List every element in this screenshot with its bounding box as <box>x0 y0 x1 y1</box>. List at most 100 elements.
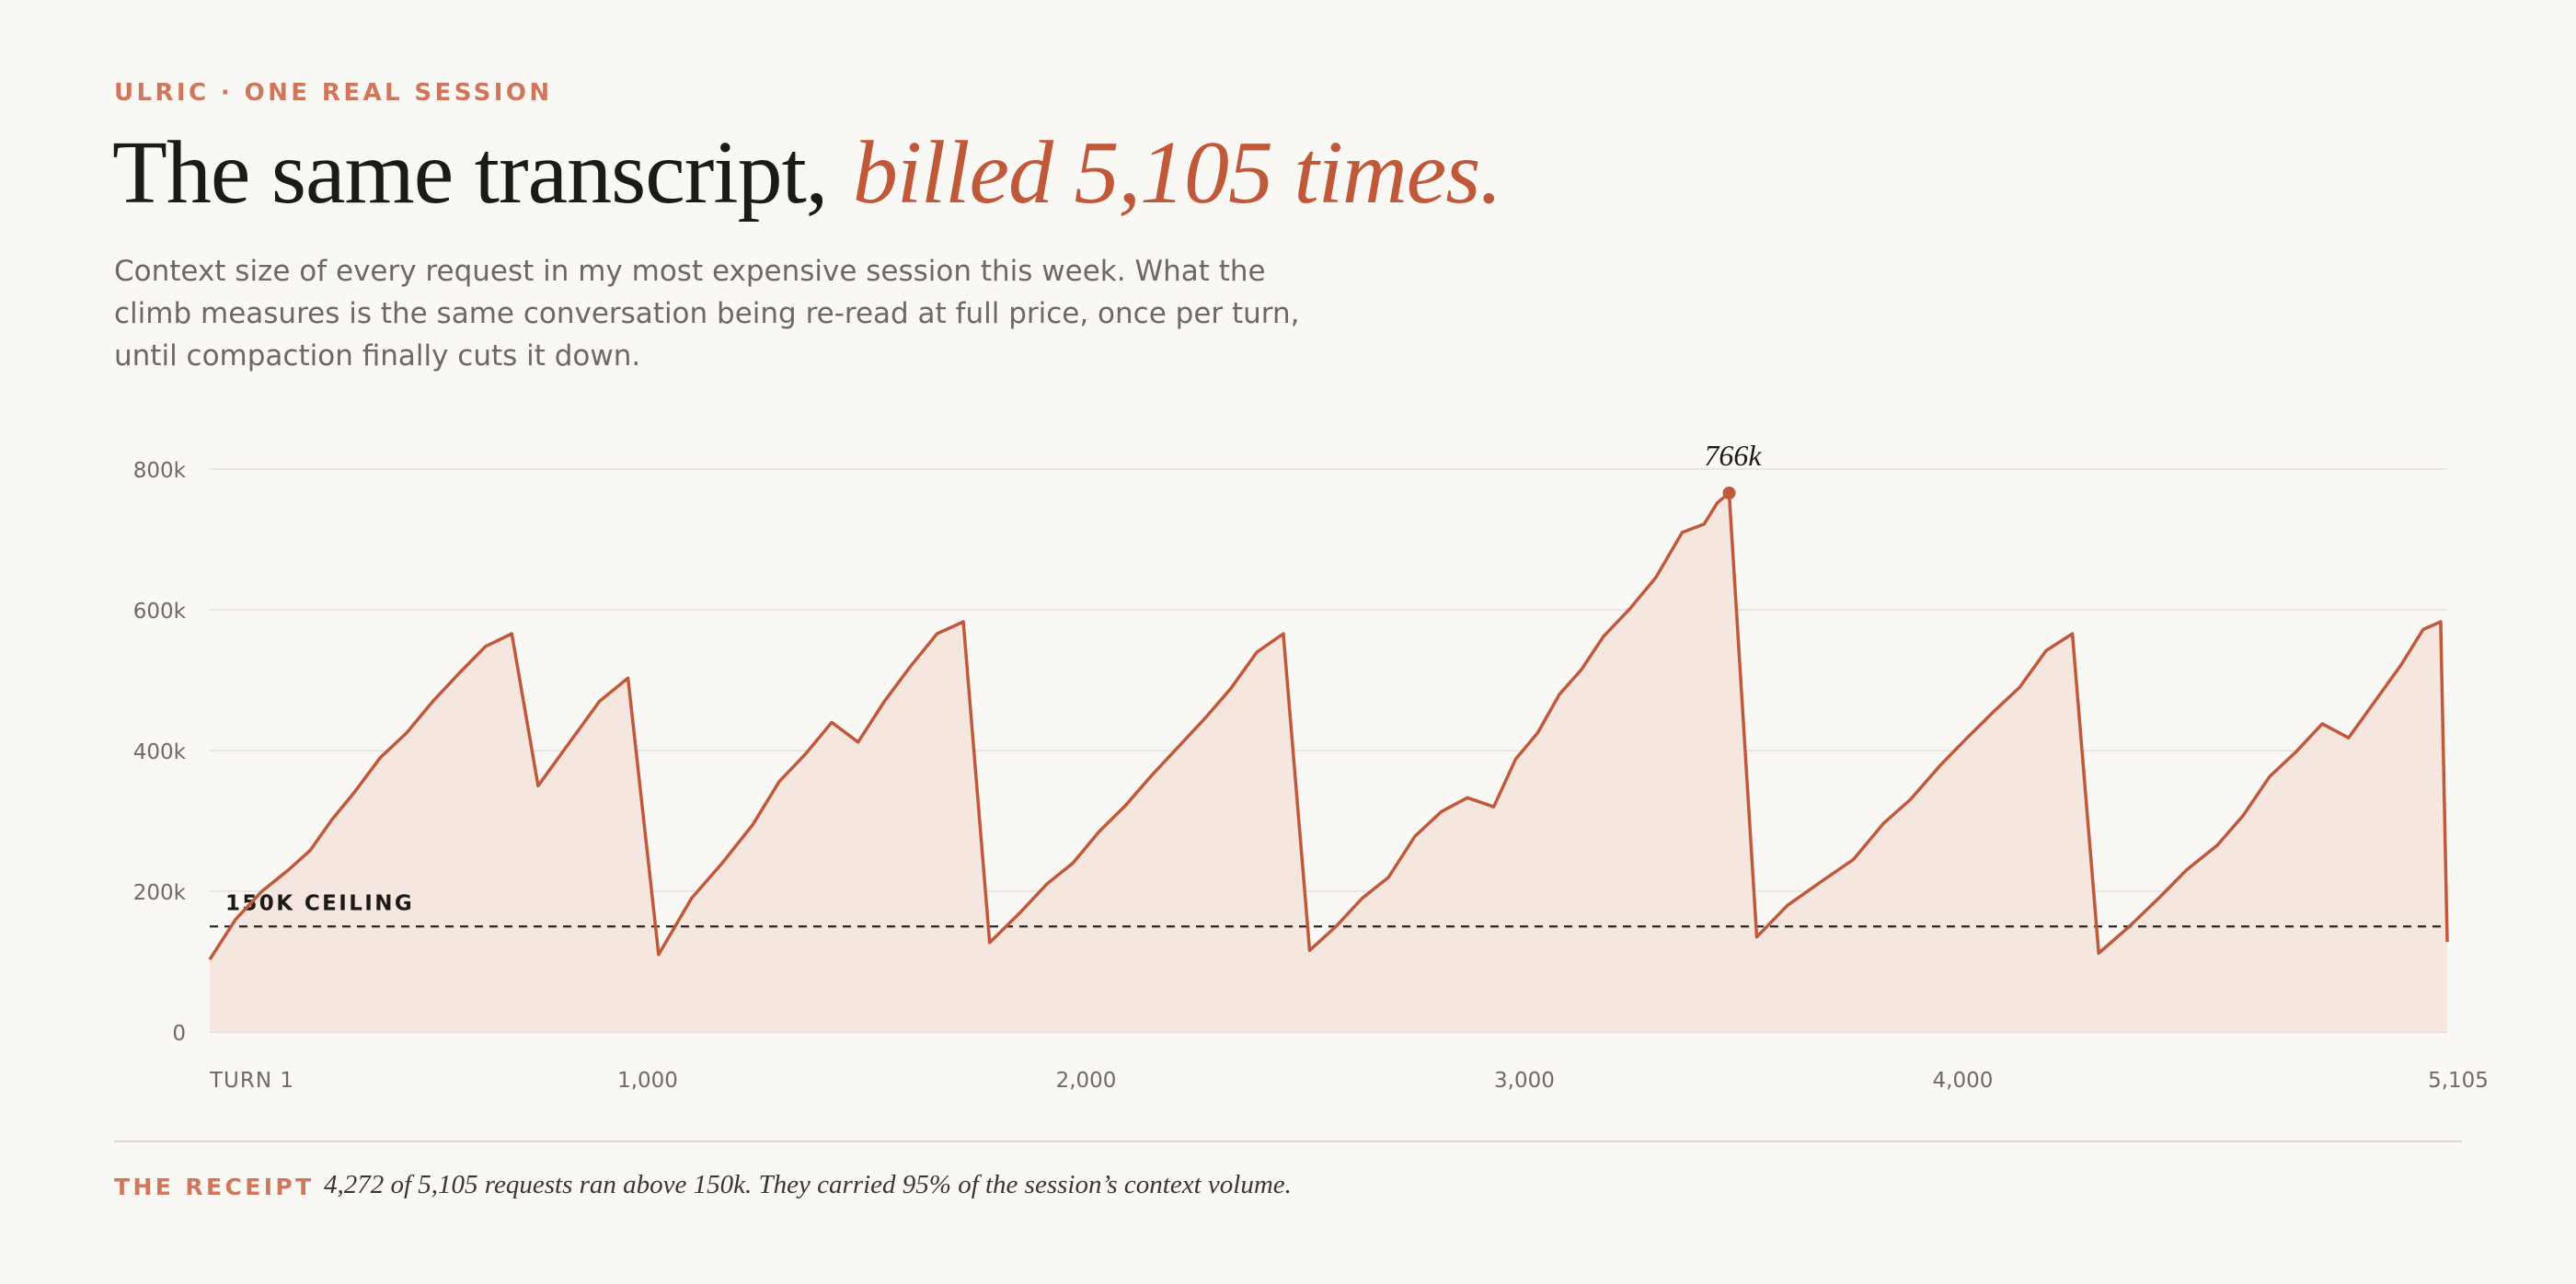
data-point <box>484 645 488 648</box>
data-point <box>751 822 754 826</box>
threshold-label: 150K CEILING <box>225 891 414 915</box>
title-accent: billed 5,105 times. <box>852 123 1502 223</box>
data-point <box>2097 951 2100 955</box>
data-point <box>1386 876 1390 879</box>
data-point <box>1992 710 1995 714</box>
data-point <box>1466 796 1469 799</box>
data-point <box>1308 948 1312 952</box>
data-point <box>286 868 290 872</box>
data-point <box>1045 882 1049 886</box>
data-point <box>720 861 724 865</box>
data-point <box>2018 685 2021 689</box>
data-point <box>1440 810 1443 814</box>
footer-divider <box>114 1141 2462 1142</box>
data-point <box>777 780 781 784</box>
data-point <box>2128 924 2132 928</box>
data-point <box>2320 722 2324 726</box>
data-point <box>1965 736 1969 739</box>
data-point <box>536 784 540 787</box>
data-point <box>1939 762 1943 766</box>
data-point <box>1786 903 1789 907</box>
y-tick-label: 800k <box>133 459 187 483</box>
data-point <box>1018 911 1022 914</box>
data-point <box>1255 650 1259 654</box>
data-point <box>352 791 356 795</box>
data-point <box>2294 751 2298 754</box>
data-point <box>936 632 939 636</box>
data-point <box>1627 607 1631 611</box>
data-point <box>961 620 965 624</box>
x-tick-label: 1,000 <box>617 1069 678 1093</box>
data-point <box>2399 663 2403 667</box>
data-point <box>510 632 513 636</box>
data-point <box>2185 868 2189 872</box>
data-point <box>2158 895 2162 899</box>
data-point <box>830 720 834 724</box>
data-point <box>1202 717 1206 721</box>
data-point <box>882 700 886 704</box>
data-point <box>1851 858 1855 862</box>
data-point <box>1716 501 1719 505</box>
data-point <box>2445 940 2449 944</box>
data-point <box>1071 861 1075 865</box>
data-point <box>1177 745 1180 749</box>
x-tick-label: 5,105 <box>2428 1069 2489 1093</box>
data-point <box>1514 757 1518 761</box>
data-point <box>378 756 382 760</box>
data-point <box>2268 774 2271 778</box>
x-tick-label: 4,000 <box>1933 1069 1994 1093</box>
receipt-label: THE RECEIPT <box>114 1174 315 1200</box>
data-point <box>1821 879 1824 883</box>
data-point <box>1882 821 1886 825</box>
series-line <box>208 491 2449 961</box>
x-tick-label: 3,000 <box>1494 1069 1555 1093</box>
data-point <box>431 700 435 704</box>
y-tick-label: 0 <box>172 1022 186 1046</box>
data-point <box>567 741 570 745</box>
data-point <box>1535 731 1539 735</box>
data-point <box>1702 522 1706 526</box>
data-point <box>405 731 408 735</box>
data-point <box>627 676 630 680</box>
data-point <box>208 957 212 961</box>
data-point <box>330 818 334 821</box>
data-point <box>1558 693 1561 696</box>
chart-description: Context size of every request in my most… <box>114 255 1300 373</box>
data-point <box>2347 736 2351 739</box>
data-point <box>1123 804 1127 808</box>
data-point <box>657 953 661 957</box>
data-point <box>1755 935 1759 939</box>
data-point <box>988 941 992 945</box>
y-tick-label: 600k <box>133 600 187 624</box>
data-point <box>2071 632 2075 636</box>
receipt-text: 4,272 of 5,105 requests ran above 150k. … <box>324 1170 1292 1199</box>
data-point <box>1413 834 1417 838</box>
page-title: The same transcript, billed 5,105 times. <box>112 118 1502 228</box>
data-point <box>2241 813 2245 817</box>
data-point <box>804 752 808 756</box>
data-point <box>2044 648 2048 652</box>
data-point <box>857 740 860 744</box>
data-point <box>1681 531 1685 534</box>
peak-label: 766k <box>1704 439 1762 472</box>
data-point <box>1229 687 1233 691</box>
y-axis-ticks: 0 200k 400k 600k 800k <box>133 459 187 1046</box>
data-point <box>1908 798 1912 802</box>
data-point <box>909 664 913 668</box>
data-point <box>1361 897 1364 900</box>
data-point <box>1150 774 1154 777</box>
x-tick-label: 2,000 <box>1056 1069 1117 1093</box>
data-point <box>1334 924 1338 928</box>
data-point <box>690 897 694 900</box>
x-tick-label: TURN 1 <box>209 1069 294 1093</box>
data-point <box>598 700 602 704</box>
title-main: The same transcript, <box>112 123 828 223</box>
x-axis-ticks: TURN 1 1,000 2,000 3,000 4,000 5,105 <box>209 1069 2489 1093</box>
data-point <box>1282 632 1285 636</box>
data-point <box>1492 805 1496 808</box>
data-point <box>1654 576 1658 579</box>
eyebrow: ULRIC · ONE REAL SESSION <box>114 79 553 107</box>
data-point <box>260 889 264 893</box>
data-point <box>234 918 237 922</box>
area-fill <box>210 493 2447 1032</box>
